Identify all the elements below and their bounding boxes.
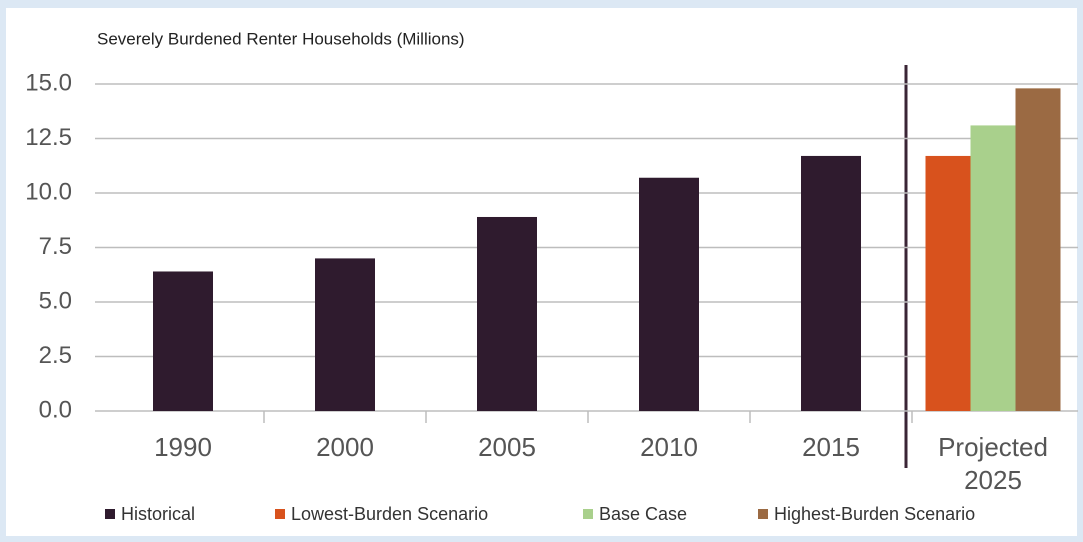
legend-swatch (758, 509, 768, 519)
legend-label: Highest-Burden Scenario (774, 504, 975, 524)
x-tick-label: 2000 (316, 432, 374, 462)
legend-swatch (583, 509, 593, 519)
bar (970, 125, 1016, 412)
x-tick-label: 1990 (154, 432, 212, 462)
bar (153, 271, 213, 411)
x-tick-label: Projected 2025 (938, 432, 1048, 495)
legend-label: Lowest-Burden Scenario (291, 504, 488, 524)
bar (1015, 88, 1061, 412)
y-tick-label: 0.0 (39, 396, 72, 423)
y-tick-label: 2.5 (39, 342, 72, 369)
bar (925, 155, 971, 411)
bar (801, 155, 861, 411)
bar (315, 258, 375, 411)
x-tick-label: 2005 (478, 432, 536, 462)
bar (477, 216, 537, 411)
legend-label: Base Case (599, 504, 687, 524)
y-tick-label: 10.0 (25, 178, 72, 205)
x-tick-label: 2015 (802, 432, 860, 462)
y-tick-label: 12.5 (25, 124, 72, 151)
x-tick-label: 2010 (640, 432, 698, 462)
chart-title: Severely Burdened Renter Households (Mil… (97, 29, 465, 48)
legend-swatch (105, 509, 115, 519)
y-tick-label: 15.0 (25, 69, 72, 96)
bar (639, 177, 699, 411)
y-tick-label: 7.5 (39, 233, 72, 260)
legend-swatch (275, 509, 285, 519)
y-tick-label: 5.0 (39, 287, 72, 314)
legend-label: Historical (121, 504, 195, 524)
